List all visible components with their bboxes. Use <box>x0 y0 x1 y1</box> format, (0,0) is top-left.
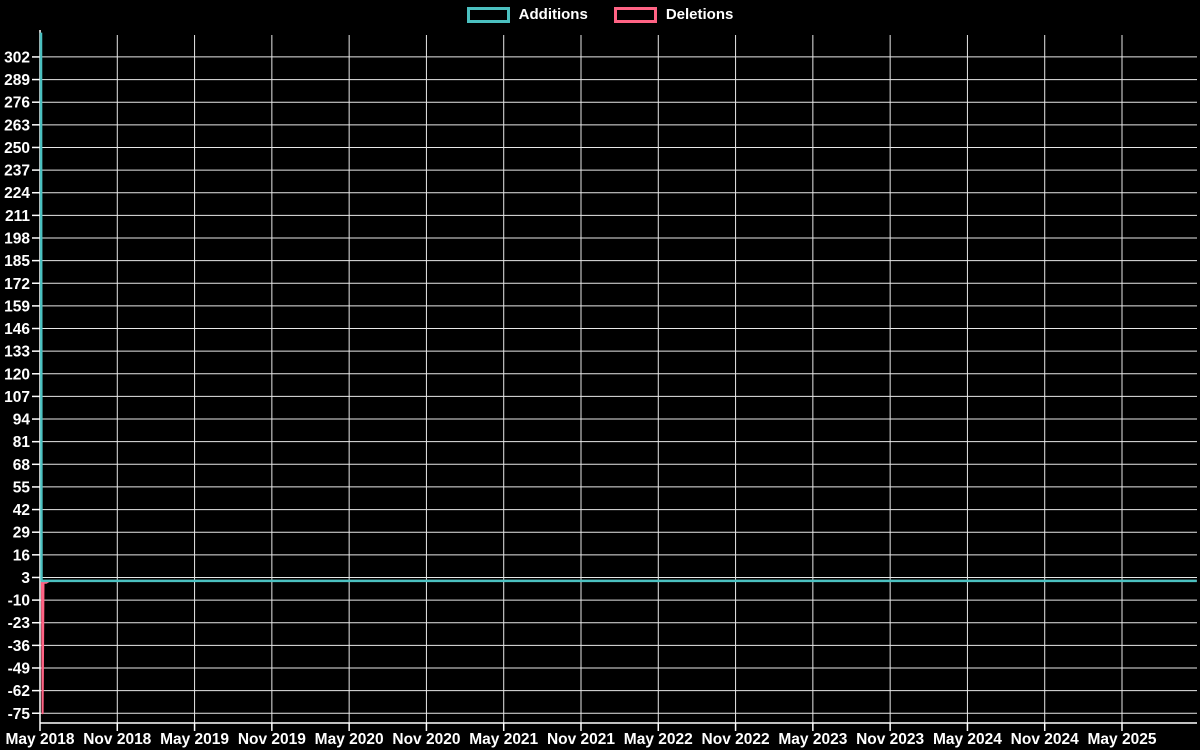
x-tick-label: Nov 2023 <box>856 731 924 748</box>
y-tick-label: -10 <box>8 593 30 610</box>
y-tick-label: 68 <box>13 457 31 474</box>
y-tick-label: 94 <box>13 412 31 429</box>
x-tick-label: May 2021 <box>469 731 538 748</box>
x-tick-label: Nov 2018 <box>83 731 151 748</box>
x-tick-label: Nov 2020 <box>392 731 460 748</box>
series-line-additions[interactable] <box>39 32 1197 583</box>
y-tick-label: 198 <box>4 230 30 247</box>
y-tick-label: 81 <box>13 434 31 451</box>
legend-label: Deletions <box>665 6 734 23</box>
legend-swatch-additions <box>466 7 510 23</box>
y-tick-label: 133 <box>4 344 30 361</box>
tick-marks <box>32 56 1123 731</box>
x-tick-label: May 2023 <box>778 731 847 748</box>
x-axis-labels: May 2018 Nov 2018 May 2019 Nov 2019 May 2020… <box>6 731 1157 748</box>
x-tick-label: Nov 2024 <box>1011 731 1079 748</box>
series-line-deletions[interactable] <box>41 579 1197 715</box>
x-tick-label: May 2024 <box>933 731 1002 748</box>
y-tick-label: -36 <box>8 638 31 655</box>
chart-legend: Additions Deletions <box>0 6 1200 24</box>
y-tick-label: 42 <box>13 502 30 519</box>
legend-item-additions[interactable]: Additions <box>466 6 588 24</box>
series-lines <box>39 32 1197 715</box>
y-tick-label: 263 <box>4 117 30 134</box>
x-tick-label: May 2022 <box>624 731 693 748</box>
grid-lines <box>39 35 1197 723</box>
y-tick-label: 302 <box>4 49 30 66</box>
y-tick-label: -62 <box>8 683 30 700</box>
legend-swatch-deletions <box>613 7 657 23</box>
y-tick-label: 159 <box>4 298 30 315</box>
y-tick-label: 146 <box>4 321 30 338</box>
y-tick-label: 276 <box>4 95 30 112</box>
x-tick-label: May 2019 <box>160 731 229 748</box>
y-tick-label: -75 <box>8 706 31 723</box>
axes <box>39 30 1197 724</box>
x-tick-label: Nov 2022 <box>702 731 770 748</box>
y-tick-label: 224 <box>4 185 30 202</box>
y-tick-label: -23 <box>8 615 31 632</box>
legend-item-deletions[interactable]: Deletions <box>613 6 734 24</box>
y-axis-labels: 302 289 276 263 250 237 224 211 198 185 172 159 146 1… <box>4 49 30 722</box>
x-tick-label: May 2020 <box>315 731 384 748</box>
x-tick-label: Nov 2021 <box>547 731 615 748</box>
legend-label: Additions <box>518 6 588 23</box>
y-tick-label: 250 <box>4 140 30 157</box>
y-tick-label: 55 <box>13 479 31 496</box>
x-tick-label: May 2025 <box>1088 731 1157 748</box>
y-tick-label: 172 <box>4 276 30 293</box>
y-tick-label: -49 <box>8 660 31 677</box>
y-tick-label: 289 <box>4 72 30 89</box>
y-tick-label: 237 <box>4 163 30 180</box>
y-tick-label: 29 <box>13 525 31 542</box>
y-tick-label: 185 <box>4 253 30 270</box>
y-tick-label: 16 <box>13 547 31 564</box>
y-tick-label: 120 <box>4 366 30 383</box>
x-tick-label: Nov 2019 <box>238 731 306 748</box>
y-tick-label: 211 <box>5 208 30 225</box>
y-tick-label: 107 <box>4 389 30 406</box>
x-tick-label: May 2018 <box>6 731 75 748</box>
y-tick-label: 3 <box>21 570 30 587</box>
